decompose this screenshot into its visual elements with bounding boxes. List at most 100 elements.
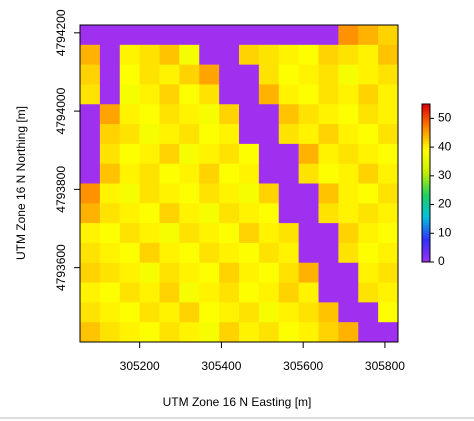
cell <box>179 143 200 165</box>
colorbar-segment <box>422 177 430 181</box>
colorbar-segment <box>422 127 430 131</box>
raster <box>80 25 399 343</box>
cell <box>199 322 220 343</box>
cell <box>179 124 200 145</box>
colorbar-segment <box>422 151 430 155</box>
cell <box>159 322 180 343</box>
cell <box>298 203 319 224</box>
cell <box>139 242 160 264</box>
colorbar-segment <box>422 193 430 197</box>
cell <box>358 84 379 105</box>
cell <box>258 143 280 165</box>
cell <box>378 183 399 204</box>
cell <box>338 262 359 283</box>
colorbar-segment <box>422 114 430 118</box>
colorbar-segment <box>422 109 430 113</box>
cell <box>139 183 160 204</box>
cell <box>139 25 160 46</box>
cell <box>179 25 200 46</box>
cell <box>318 242 339 264</box>
cell <box>99 223 121 244</box>
cell <box>278 282 300 303</box>
cell <box>318 223 339 244</box>
x-tick-label: 305400 <box>201 359 241 373</box>
cell <box>199 64 220 85</box>
cell <box>139 64 160 85</box>
cell <box>119 183 141 204</box>
colorbar-segment <box>422 138 430 142</box>
colorbar-segment <box>422 161 430 166</box>
colorbar-segment <box>422 243 430 247</box>
cell <box>219 84 240 105</box>
cell <box>338 84 359 105</box>
y-tick-label: 4794200 <box>54 9 68 56</box>
cell <box>119 282 141 303</box>
colorbar-segment <box>422 209 430 213</box>
cell <box>338 242 359 264</box>
cell <box>179 44 200 66</box>
cell <box>159 203 180 224</box>
colorbar-segment <box>422 211 430 216</box>
colorbar-segment <box>422 248 430 252</box>
cell <box>99 203 121 224</box>
cell <box>119 143 141 165</box>
cell <box>199 262 220 283</box>
cell <box>159 282 180 303</box>
cell <box>378 262 399 283</box>
cell <box>298 25 319 46</box>
cell <box>318 104 339 125</box>
colorbar-segment <box>422 214 430 218</box>
cell <box>298 64 319 85</box>
cell <box>99 262 121 283</box>
cell <box>258 223 280 244</box>
cell <box>378 124 399 145</box>
cell <box>179 163 200 184</box>
colorbar-segment <box>422 246 430 250</box>
cell <box>278 242 300 264</box>
cell <box>378 163 399 184</box>
cell <box>318 183 339 204</box>
cell <box>358 203 379 224</box>
cell <box>318 262 339 283</box>
cell <box>219 104 240 125</box>
x-tick-label: 305600 <box>283 359 323 373</box>
cell <box>80 302 101 323</box>
cell <box>298 143 319 165</box>
cell <box>99 183 121 204</box>
cell <box>278 64 300 85</box>
y-tick-label: 4793600 <box>54 244 68 291</box>
cell <box>278 302 300 323</box>
cell <box>119 203 141 224</box>
colorbar-segment <box>422 156 430 160</box>
cell <box>119 302 141 323</box>
cell <box>159 223 180 244</box>
cell <box>239 44 260 66</box>
cell <box>159 64 180 85</box>
cell <box>338 183 359 204</box>
cell <box>159 262 180 283</box>
cell <box>219 302 240 323</box>
colorbar-segment <box>422 201 430 205</box>
colorbar-segment <box>422 146 430 150</box>
colorbar-segment <box>422 148 430 152</box>
cell <box>80 163 101 184</box>
colorbar-segment <box>422 219 430 223</box>
cell <box>119 163 141 184</box>
colorbar-segment <box>422 230 430 234</box>
cell <box>258 242 280 264</box>
cell <box>139 163 160 184</box>
cell <box>358 183 379 204</box>
colorbar-segment <box>422 238 430 242</box>
cell <box>119 64 141 85</box>
y-tick-label: 4794000 <box>54 87 68 134</box>
cell <box>199 163 220 184</box>
colorbar-segment <box>422 196 430 200</box>
cell <box>179 242 200 264</box>
colorbar-segment <box>422 256 430 260</box>
colorbar-segment <box>422 154 430 158</box>
cell <box>80 84 101 105</box>
cell <box>258 104 280 125</box>
cell <box>278 262 300 283</box>
cell <box>119 242 141 264</box>
cell <box>80 223 101 244</box>
